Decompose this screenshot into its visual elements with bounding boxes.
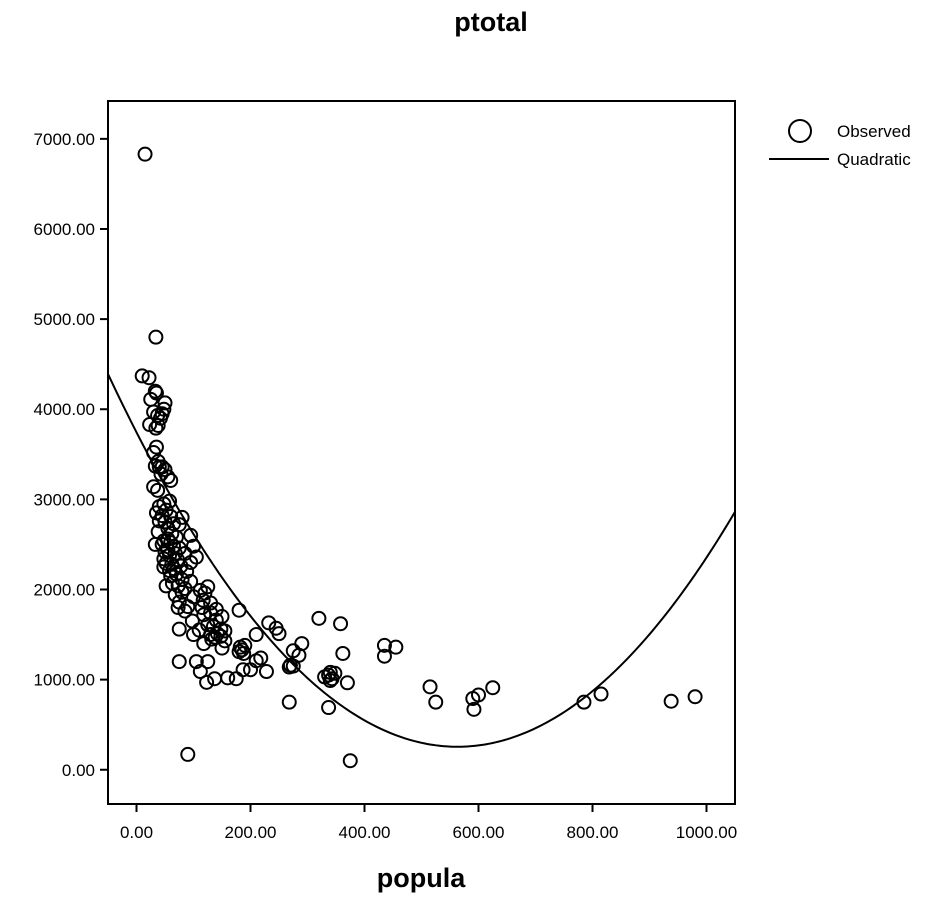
x-axis-title: popula bbox=[377, 863, 466, 893]
observed-point bbox=[199, 674, 215, 690]
observed-point bbox=[466, 701, 482, 717]
observed-point bbox=[339, 675, 355, 691]
observed-point bbox=[171, 621, 187, 637]
observed-point bbox=[271, 626, 287, 642]
observed-point bbox=[188, 654, 204, 670]
x-tick-label: 200.00 bbox=[225, 823, 277, 842]
y-tick-label: 3000.00 bbox=[34, 490, 95, 509]
observed-point bbox=[322, 673, 338, 689]
observed-point bbox=[428, 694, 444, 710]
x-tick-label: 400.00 bbox=[339, 823, 391, 842]
observed-point bbox=[281, 659, 297, 675]
observed-point bbox=[576, 694, 592, 710]
observed-point bbox=[388, 639, 404, 655]
observed-point bbox=[214, 640, 230, 656]
observed-point bbox=[422, 679, 438, 695]
observed-point bbox=[157, 544, 173, 560]
observed-points-layer bbox=[134, 146, 703, 769]
observed-point bbox=[311, 610, 327, 626]
observed-point bbox=[281, 694, 297, 710]
observed-point bbox=[228, 671, 244, 687]
observed-point bbox=[192, 664, 208, 680]
observed-point bbox=[248, 627, 264, 643]
observed-point bbox=[160, 469, 176, 485]
observed-point bbox=[465, 691, 481, 707]
observed-point bbox=[593, 686, 609, 702]
observed-point bbox=[196, 636, 212, 652]
observed-point bbox=[335, 645, 351, 661]
observed-point bbox=[485, 680, 501, 696]
observed-point bbox=[258, 664, 274, 680]
observed-point bbox=[171, 654, 187, 670]
y-tick-label: 2000.00 bbox=[34, 580, 95, 599]
y-tick-label: 5000.00 bbox=[34, 310, 95, 329]
observed-point bbox=[146, 479, 162, 495]
observed-point bbox=[183, 554, 199, 570]
observed-point bbox=[663, 693, 679, 709]
quadratic-fit-layer bbox=[108, 373, 735, 748]
observed-point bbox=[183, 527, 199, 543]
x-tick-label: 1000.00 bbox=[676, 823, 737, 842]
observed-point bbox=[207, 671, 223, 687]
observed-point bbox=[134, 368, 150, 384]
observed-point bbox=[147, 536, 163, 552]
observed-point bbox=[137, 146, 153, 162]
observed-point bbox=[243, 662, 258, 678]
observed-point bbox=[687, 689, 703, 705]
quadratic-fit-line bbox=[108, 373, 735, 748]
observed-point bbox=[321, 700, 337, 716]
observed-point bbox=[195, 592, 211, 608]
legend-quadratic-label: Quadratic bbox=[837, 150, 911, 169]
observed-point bbox=[342, 753, 358, 769]
x-tick-label: 0.00 bbox=[120, 823, 153, 842]
chart-title: ptotal bbox=[454, 7, 528, 37]
observed-point bbox=[333, 616, 349, 632]
observed-point bbox=[196, 607, 212, 623]
legend-observed-marker bbox=[788, 119, 812, 143]
observed-point bbox=[157, 395, 173, 411]
x-tick-label: 600.00 bbox=[453, 823, 505, 842]
observed-point bbox=[148, 420, 164, 436]
observed-point bbox=[150, 417, 166, 433]
observed-point bbox=[376, 648, 392, 664]
y-tick-label: 0.00 bbox=[62, 761, 95, 780]
y-axis: 0.00 1000.00 2000.00 3000.00 4000.00 5000.00 6… bbox=[34, 130, 108, 780]
observed-point bbox=[148, 329, 164, 345]
x-tick-label: 800.00 bbox=[567, 823, 619, 842]
y-tick-label: 7000.00 bbox=[34, 130, 95, 149]
observed-point bbox=[150, 482, 166, 498]
plot-frame bbox=[107, 100, 736, 805]
y-tick-label: 6000.00 bbox=[34, 220, 95, 239]
legend-observed-label: Observed bbox=[837, 122, 911, 141]
observed-point bbox=[179, 563, 195, 579]
observed-point bbox=[231, 602, 247, 618]
observed-point bbox=[141, 370, 157, 386]
observed-point bbox=[376, 637, 392, 653]
x-axis: 0.00 200.00 400.00 600.00 800.00 1000.00 bbox=[120, 804, 737, 842]
observed-point bbox=[158, 578, 174, 594]
observed-point bbox=[177, 603, 193, 619]
observed-point bbox=[213, 628, 229, 644]
observed-point bbox=[217, 633, 233, 649]
observed-point bbox=[186, 627, 201, 643]
observed-point bbox=[200, 654, 216, 670]
observed-point bbox=[236, 645, 252, 661]
observed-point bbox=[180, 746, 196, 762]
legend: Observed Quadratic bbox=[769, 119, 911, 169]
observed-point bbox=[324, 671, 340, 687]
observed-point bbox=[184, 613, 200, 629]
y-tick-label: 1000.00 bbox=[34, 671, 95, 690]
y-tick-label: 4000.00 bbox=[34, 400, 95, 419]
observed-point bbox=[163, 472, 179, 488]
